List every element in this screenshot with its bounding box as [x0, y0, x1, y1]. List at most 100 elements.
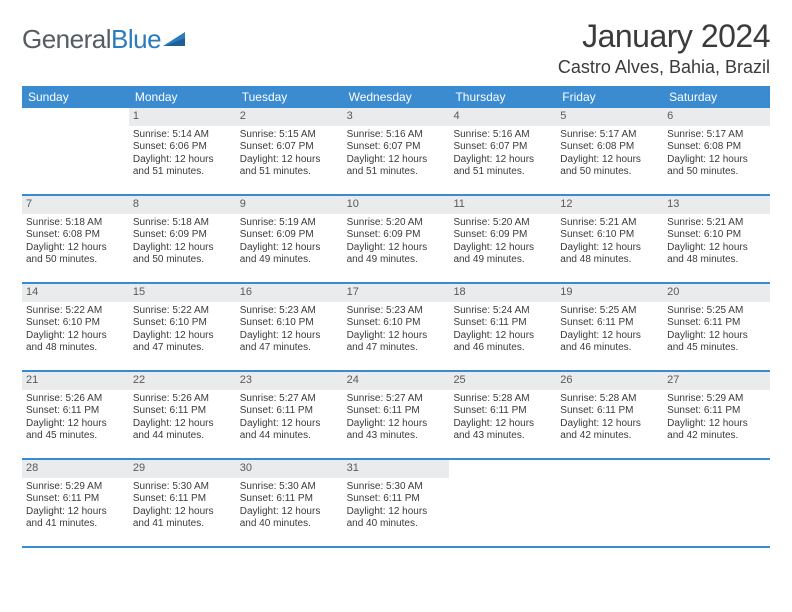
daylight-text: Daylight: 12 hours and 49 minutes.: [347, 242, 446, 267]
daylight-text: Daylight: 12 hours and 41 minutes.: [26, 506, 125, 531]
daylight-text: Daylight: 12 hours and 51 minutes.: [453, 154, 552, 179]
week-row: 14Sunrise: 5:22 AMSunset: 6:10 PMDayligh…: [22, 284, 770, 372]
day-cell-11: 11Sunrise: 5:20 AMSunset: 6:09 PMDayligh…: [449, 196, 556, 282]
day-body: Sunrise: 5:20 AMSunset: 6:09 PMDaylight:…: [343, 214, 450, 271]
daylight-text: Daylight: 12 hours and 48 minutes.: [667, 242, 766, 267]
day-cell-8: 8Sunrise: 5:18 AMSunset: 6:09 PMDaylight…: [129, 196, 236, 282]
daylight-text: Daylight: 12 hours and 45 minutes.: [26, 418, 125, 443]
daylight-text: Daylight: 12 hours and 41 minutes.: [133, 506, 232, 531]
day-number: 17: [343, 284, 450, 302]
sunrise-text: Sunrise: 5:19 AM: [240, 217, 339, 230]
sunset-text: Sunset: 6:08 PM: [667, 141, 766, 154]
daylight-text: Daylight: 12 hours and 50 minutes.: [667, 154, 766, 179]
day-number: 28: [22, 460, 129, 478]
sunrise-text: Sunrise: 5:17 AM: [560, 129, 659, 142]
title-block: January 2024 Castro Alves, Bahia, Brazil: [558, 18, 770, 78]
daylight-text: Daylight: 12 hours and 49 minutes.: [453, 242, 552, 267]
sunset-text: Sunset: 6:10 PM: [560, 229, 659, 242]
day-number: 25: [449, 372, 556, 390]
day-number: 16: [236, 284, 343, 302]
day-body: Sunrise: 5:20 AMSunset: 6:09 PMDaylight:…: [449, 214, 556, 271]
day-number: 19: [556, 284, 663, 302]
sunset-text: Sunset: 6:06 PM: [133, 141, 232, 154]
calendar: SundayMondayTuesdayWednesdayThursdayFrid…: [22, 86, 770, 548]
day-number: 4: [449, 108, 556, 126]
day-number: 3: [343, 108, 450, 126]
sunrise-text: Sunrise: 5:25 AM: [560, 305, 659, 318]
daylight-text: Daylight: 12 hours and 48 minutes.: [560, 242, 659, 267]
week-row: .1Sunrise: 5:14 AMSunset: 6:06 PMDayligh…: [22, 108, 770, 196]
day-number: 1: [129, 108, 236, 126]
day-body: Sunrise: 5:30 AMSunset: 6:11 PMDaylight:…: [343, 478, 450, 535]
daylight-text: Daylight: 12 hours and 48 minutes.: [26, 330, 125, 355]
sunset-text: Sunset: 6:09 PM: [453, 229, 552, 242]
day-body: Sunrise: 5:17 AMSunset: 6:08 PMDaylight:…: [663, 126, 770, 183]
sunset-text: Sunset: 6:11 PM: [26, 405, 125, 418]
daylight-text: Daylight: 12 hours and 44 minutes.: [240, 418, 339, 443]
sunset-text: Sunset: 6:09 PM: [133, 229, 232, 242]
day-body: Sunrise: 5:23 AMSunset: 6:10 PMDaylight:…: [236, 302, 343, 359]
sunset-text: Sunset: 6:09 PM: [347, 229, 446, 242]
day-cell-9: 9Sunrise: 5:19 AMSunset: 6:09 PMDaylight…: [236, 196, 343, 282]
sunrise-text: Sunrise: 5:27 AM: [347, 393, 446, 406]
day-body: Sunrise: 5:22 AMSunset: 6:10 PMDaylight:…: [22, 302, 129, 359]
day-body: Sunrise: 5:29 AMSunset: 6:11 PMDaylight:…: [663, 390, 770, 447]
dow-thursday: Thursday: [449, 86, 556, 108]
daylight-text: Daylight: 12 hours and 43 minutes.: [347, 418, 446, 443]
day-number: 7: [22, 196, 129, 214]
daylight-text: Daylight: 12 hours and 49 minutes.: [240, 242, 339, 267]
sunrise-text: Sunrise: 5:26 AM: [133, 393, 232, 406]
sunrise-text: Sunrise: 5:17 AM: [667, 129, 766, 142]
day-number: 27: [663, 372, 770, 390]
daylight-text: Daylight: 12 hours and 42 minutes.: [667, 418, 766, 443]
day-number: 12: [556, 196, 663, 214]
sunrise-text: Sunrise: 5:18 AM: [133, 217, 232, 230]
header: GeneralBlue January 2024 Castro Alves, B…: [22, 18, 770, 78]
sunrise-text: Sunrise: 5:28 AM: [453, 393, 552, 406]
sunrise-text: Sunrise: 5:18 AM: [26, 217, 125, 230]
day-body: Sunrise: 5:25 AMSunset: 6:11 PMDaylight:…: [663, 302, 770, 359]
day-number: 31: [343, 460, 450, 478]
day-number: 2: [236, 108, 343, 126]
day-number: 22: [129, 372, 236, 390]
sunrise-text: Sunrise: 5:16 AM: [347, 129, 446, 142]
calendar-page: GeneralBlue January 2024 Castro Alves, B…: [0, 0, 792, 612]
day-cell-1: 1Sunrise: 5:14 AMSunset: 6:06 PMDaylight…: [129, 108, 236, 194]
day-cell-2: 2Sunrise: 5:15 AMSunset: 6:07 PMDaylight…: [236, 108, 343, 194]
day-number: 11: [449, 196, 556, 214]
daylight-text: Daylight: 12 hours and 51 minutes.: [347, 154, 446, 179]
dow-tuesday: Tuesday: [236, 86, 343, 108]
sunset-text: Sunset: 6:10 PM: [133, 317, 232, 330]
day-cell-10: 10Sunrise: 5:20 AMSunset: 6:09 PMDayligh…: [343, 196, 450, 282]
day-cell-5: 5Sunrise: 5:17 AMSunset: 6:08 PMDaylight…: [556, 108, 663, 194]
daylight-text: Daylight: 12 hours and 45 minutes.: [667, 330, 766, 355]
day-cell-empty: .: [556, 460, 663, 546]
day-cell-4: 4Sunrise: 5:16 AMSunset: 6:07 PMDaylight…: [449, 108, 556, 194]
day-cell-20: 20Sunrise: 5:25 AMSunset: 6:11 PMDayligh…: [663, 284, 770, 370]
dow-saturday: Saturday: [663, 86, 770, 108]
sunrise-text: Sunrise: 5:23 AM: [347, 305, 446, 318]
dow-wednesday: Wednesday: [343, 86, 450, 108]
day-cell-6: 6Sunrise: 5:17 AMSunset: 6:08 PMDaylight…: [663, 108, 770, 194]
sunset-text: Sunset: 6:09 PM: [240, 229, 339, 242]
sunset-text: Sunset: 6:10 PM: [26, 317, 125, 330]
dow-friday: Friday: [556, 86, 663, 108]
day-number: 26: [556, 372, 663, 390]
day-body: Sunrise: 5:26 AMSunset: 6:11 PMDaylight:…: [22, 390, 129, 447]
sunset-text: Sunset: 6:08 PM: [26, 229, 125, 242]
day-number: 24: [343, 372, 450, 390]
sunset-text: Sunset: 6:11 PM: [453, 317, 552, 330]
day-body: Sunrise: 5:21 AMSunset: 6:10 PMDaylight:…: [556, 214, 663, 271]
day-body: Sunrise: 5:25 AMSunset: 6:11 PMDaylight:…: [556, 302, 663, 359]
sunrise-text: Sunrise: 5:20 AM: [347, 217, 446, 230]
day-cell-empty: .: [663, 460, 770, 546]
week-row: 28Sunrise: 5:29 AMSunset: 6:11 PMDayligh…: [22, 460, 770, 548]
daylight-text: Daylight: 12 hours and 43 minutes.: [453, 418, 552, 443]
daylight-text: Daylight: 12 hours and 50 minutes.: [26, 242, 125, 267]
day-number: 18: [449, 284, 556, 302]
week-row: 7Sunrise: 5:18 AMSunset: 6:08 PMDaylight…: [22, 196, 770, 284]
day-cell-31: 31Sunrise: 5:30 AMSunset: 6:11 PMDayligh…: [343, 460, 450, 546]
day-number: 5: [556, 108, 663, 126]
daylight-text: Daylight: 12 hours and 40 minutes.: [240, 506, 339, 531]
sunset-text: Sunset: 6:07 PM: [347, 141, 446, 154]
